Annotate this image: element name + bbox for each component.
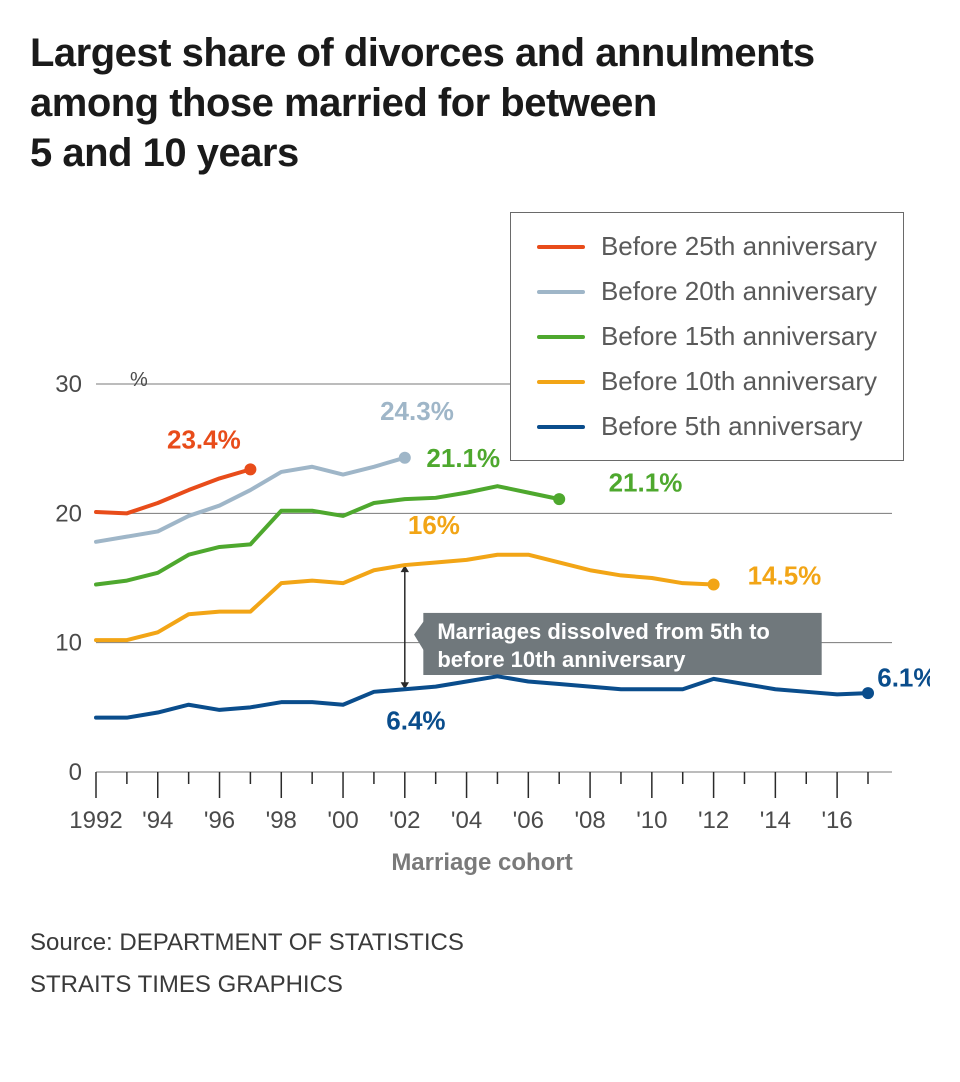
legend-item: Before 15th anniversary — [537, 321, 877, 352]
legend-label: Before 5th anniversary — [601, 411, 863, 442]
legend-item: Before 25th anniversary — [537, 231, 877, 262]
svg-text:'00: '00 — [327, 807, 358, 834]
title-line: 5 and 10 years — [30, 128, 930, 178]
svg-text:21.1%: 21.1% — [426, 443, 500, 473]
legend-item: Before 5th anniversary — [537, 411, 877, 442]
chart-title: Largest share of divorces and annulments… — [30, 28, 930, 178]
legend-label: Before 10th anniversary — [601, 366, 877, 397]
legend-label: Before 15th anniversary — [601, 321, 877, 352]
svg-text:21.1%: 21.1% — [609, 467, 683, 497]
svg-text:'16: '16 — [821, 807, 852, 834]
page: Largest share of divorces and annulments… — [0, 0, 960, 1082]
svg-text:'10: '10 — [636, 807, 667, 834]
svg-text:0: 0 — [69, 759, 82, 786]
svg-text:'04: '04 — [451, 807, 482, 834]
legend: Before 25th anniversary Before 20th anniv… — [510, 212, 904, 461]
svg-text:'08: '08 — [574, 807, 605, 834]
svg-text:Marriage cohort: Marriage cohort — [391, 849, 572, 876]
legend-swatch — [537, 425, 585, 429]
svg-text:Marriages dissolved from 5th t: Marriages dissolved from 5th to — [437, 619, 770, 644]
legend-item: Before 20th anniversary — [537, 276, 877, 307]
title-line: Largest share of divorces and annulments — [30, 28, 930, 78]
legend-swatch — [537, 380, 585, 384]
title-line: among those married for between — [30, 78, 930, 128]
legend-swatch — [537, 290, 585, 294]
svg-text:'06: '06 — [513, 807, 544, 834]
svg-text:'12: '12 — [698, 807, 729, 834]
legend-swatch — [537, 335, 585, 339]
source-line: STRAITS TIMES GRAPHICS — [30, 964, 930, 1006]
svg-text:'96: '96 — [204, 807, 235, 834]
svg-text:16%: 16% — [408, 510, 460, 540]
legend-label: Before 25th anniversary — [601, 231, 877, 262]
chart-area: Before 25th anniversary Before 20th anniv… — [30, 212, 930, 892]
svg-text:20: 20 — [55, 500, 82, 527]
svg-text:%: % — [130, 369, 148, 391]
svg-text:'94: '94 — [142, 807, 173, 834]
svg-text:'98: '98 — [266, 807, 297, 834]
svg-text:23.4%: 23.4% — [167, 425, 241, 455]
svg-text:24.3%: 24.3% — [380, 396, 454, 426]
legend-swatch — [537, 245, 585, 249]
source-credit: Source: DEPARTMENT OF STATISTICS STRAITS… — [30, 922, 930, 1006]
svg-text:10: 10 — [55, 630, 82, 657]
legend-label: Before 20th anniversary — [601, 276, 877, 307]
source-line: Source: DEPARTMENT OF STATISTICS — [30, 922, 930, 964]
svg-text:'14: '14 — [760, 807, 791, 834]
svg-text:'02: '02 — [389, 807, 420, 834]
svg-text:14.5%: 14.5% — [748, 560, 822, 590]
legend-item: Before 10th anniversary — [537, 366, 877, 397]
svg-text:before 10th anniversary: before 10th anniversary — [437, 647, 686, 672]
svg-text:6.1%: 6.1% — [877, 663, 930, 693]
svg-text:1992: 1992 — [69, 807, 122, 834]
svg-text:30: 30 — [55, 371, 82, 398]
svg-text:6.4%: 6.4% — [386, 705, 445, 735]
